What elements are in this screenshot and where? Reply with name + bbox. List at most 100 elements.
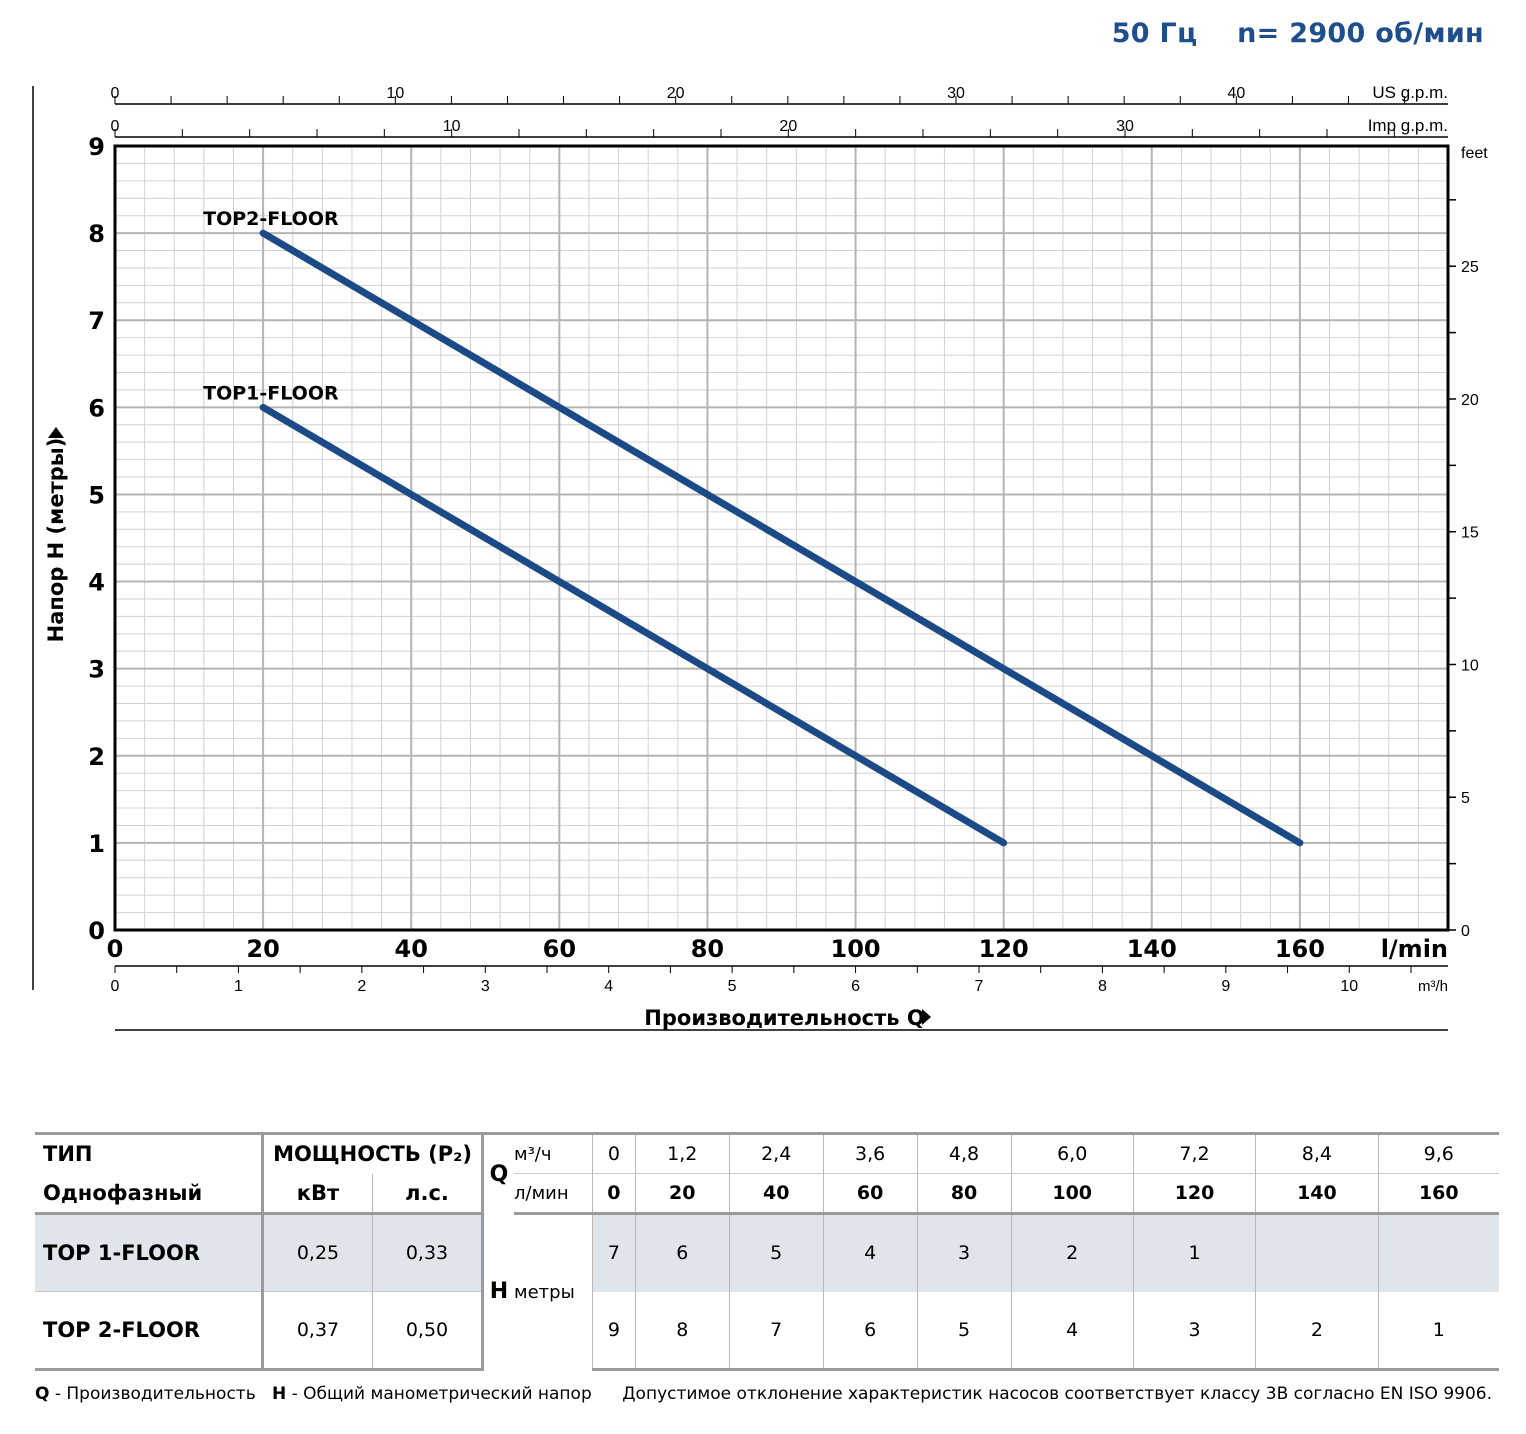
h-cell: 5 [728, 1213, 824, 1292]
q-l-cell: 160 [1377, 1173, 1499, 1215]
h-cell: 3 [1132, 1291, 1256, 1371]
kw-cell: 0,37 [261, 1291, 373, 1371]
hp-cell: 0,50 [372, 1291, 483, 1371]
x-axis-arrow-icon [922, 1009, 931, 1025]
h-cell: 2 [1255, 1291, 1379, 1371]
kw-cell: 0,25 [261, 1213, 373, 1292]
q-m3-cell: 3,6 [822, 1132, 918, 1174]
m3h-tick-label: 9 [1221, 978, 1230, 995]
m3h-tick-label: 6 [851, 978, 860, 995]
h-cell: 7 [728, 1291, 824, 1371]
imp-gpm-unit-label: Imp g.p.m. [1368, 116, 1448, 135]
footer-q-letter: Q [35, 1384, 50, 1404]
feet-tick-label: 20 [1461, 392, 1479, 409]
x-unit-label: l/min [1381, 935, 1448, 963]
h-cell: 4 [1010, 1291, 1134, 1371]
footer-h-text: - Общий манометрический напор [286, 1384, 592, 1404]
y-tick-label: 9 [88, 133, 105, 161]
y-tick-label: 7 [88, 307, 105, 335]
feet-tick-label: 10 [1461, 657, 1479, 674]
series-label: TOP1-FLOOR [203, 382, 339, 404]
h-cell: 5 [916, 1291, 1011, 1371]
x-tick-label: 140 [1127, 935, 1177, 963]
h-cell [1377, 1213, 1499, 1292]
us-gpm-tick-label: 0 [111, 85, 120, 102]
hp-cell: 0,33 [372, 1213, 483, 1292]
performance-table: ТИП МОЩНОСТЬ (P₂) Q м³/ч 0 1,2 2,4 3,6 4… [35, 1132, 1499, 1371]
x-tick-label: 0 [107, 935, 124, 963]
hp-header: л.с. [372, 1173, 483, 1215]
table-row-name: TOP 1-FLOOR [35, 1213, 263, 1292]
y-axis-label: Напор H (метры) [44, 438, 68, 643]
q-m3-cell: 1,2 [634, 1132, 730, 1174]
us-gpm-tick-label: 10 [386, 85, 404, 102]
h-cell: 6 [822, 1291, 918, 1371]
h-unit: метры [514, 1281, 575, 1303]
feet-unit-label: feet [1461, 145, 1488, 162]
q-l-cell: 120 [1132, 1173, 1256, 1215]
imp-gpm-tick-label: 0 [111, 118, 120, 135]
m3h-tick-label: 4 [604, 978, 613, 995]
h-cell: 4 [822, 1213, 918, 1292]
frequency-label: 50 Гц [1111, 18, 1198, 49]
q-unit-m3: м³/ч [514, 1132, 593, 1174]
footer-q-text: - Производительность [49, 1384, 256, 1404]
x-tick-label: 40 [395, 935, 428, 963]
speed-label: n= 2900 об/мин [1237, 18, 1484, 49]
us-gpm-unit-label: US g.p.m. [1372, 83, 1448, 102]
q-l-cell: 80 [916, 1173, 1011, 1215]
h-cell: 9 [592, 1291, 636, 1371]
q-l-cell: 100 [1010, 1173, 1134, 1215]
m3h-tick-label: 3 [481, 978, 490, 995]
q-m3-cell: 9,6 [1377, 1132, 1499, 1174]
q-m3-cell: 6,0 [1010, 1132, 1134, 1174]
q-l-cell: 20 [634, 1173, 730, 1215]
q-l-cell: 60 [822, 1173, 918, 1215]
footer-h-letter: H [271, 1384, 287, 1404]
q-l-cell: 40 [728, 1173, 824, 1215]
h-cell: 6 [634, 1213, 730, 1292]
series-label: TOP2-FLOOR [203, 208, 339, 230]
table-row-name: TOP 2-FLOOR [35, 1291, 263, 1371]
imp-gpm-tick-label: 10 [443, 118, 461, 135]
q-m3-cell: 0 [592, 1132, 636, 1174]
y-tick-label: 2 [88, 743, 105, 771]
q-l-cell: 0 [592, 1173, 636, 1215]
m3h-tick-label: 5 [728, 978, 737, 995]
y-tick-label: 5 [88, 481, 105, 509]
y-tick-label: 4 [88, 569, 105, 597]
q-l-cell: 140 [1255, 1173, 1379, 1215]
x-tick-label: 80 [691, 935, 724, 963]
q-unit-l: л/мин [514, 1173, 593, 1215]
x-tick-label: 60 [543, 935, 576, 963]
chart-major-grid [115, 146, 1448, 930]
h-cell: 1 [1377, 1291, 1499, 1371]
q-m3-cell: 2,4 [728, 1132, 824, 1174]
q-m3-cell: 4,8 [916, 1132, 1011, 1174]
imp-gpm-tick-label: 30 [1116, 118, 1134, 135]
h-cell: 3 [916, 1213, 1011, 1292]
imp-gpm-tick-label: 20 [779, 118, 797, 135]
x-axis-label: Производительность Q [644, 1006, 924, 1030]
q-m3-cell: 7,2 [1132, 1132, 1256, 1174]
h-cell: 1 [1132, 1213, 1256, 1292]
m3h-unit-label: m³/h [1418, 978, 1448, 995]
type-header: ТИП [35, 1132, 263, 1174]
phase-header: Однофазный [35, 1173, 263, 1215]
us-gpm-tick-label: 20 [667, 85, 685, 102]
feet-tick-label: 15 [1461, 525, 1479, 542]
h-cell: 7 [592, 1213, 636, 1292]
series-line [259, 403, 1008, 847]
power-header: МОЩНОСТЬ (P₂) [261, 1132, 483, 1174]
m3h-tick-label: 1 [234, 978, 243, 995]
h-cell [1255, 1213, 1379, 1292]
series-line [259, 229, 1304, 847]
kw-header: кВт [261, 1173, 373, 1215]
feet-tick-label: 25 [1461, 259, 1479, 276]
footer-note: Допустимое отклонение характеристик насо… [622, 1384, 1492, 1404]
h-letter: H [481, 1213, 514, 1370]
footer-legend: Q - Производительность H - Общий маномет… [35, 1384, 592, 1404]
x-tick-label: 20 [246, 935, 279, 963]
